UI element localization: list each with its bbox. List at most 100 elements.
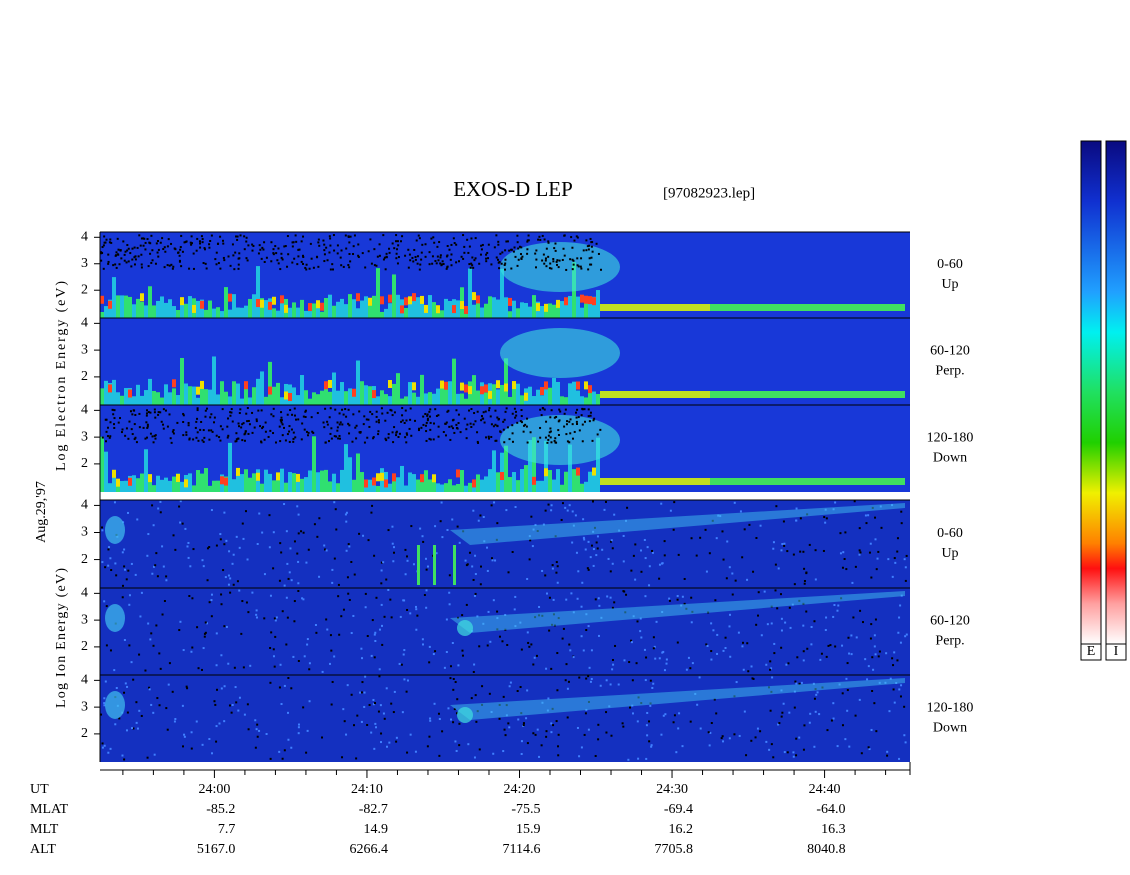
- texture: [113, 417, 116, 420]
- texture: [447, 409, 450, 412]
- texture: [664, 713, 667, 716]
- texture: [105, 418, 108, 421]
- texture: [544, 440, 548, 492]
- texture: [555, 260, 558, 263]
- ephemeris-value: 16.3: [821, 822, 846, 837]
- texture: [344, 513, 347, 516]
- texture: [324, 407, 327, 410]
- texture: [548, 387, 552, 405]
- texture: [904, 579, 907, 582]
- texture: [112, 413, 115, 416]
- pitch-angle: 120-180: [927, 701, 974, 716]
- texture: [237, 422, 240, 425]
- texture: [190, 235, 193, 238]
- texture: [404, 485, 408, 492]
- texture: [729, 613, 732, 616]
- texture: [841, 724, 844, 727]
- texture: [272, 253, 275, 256]
- texture: [228, 396, 232, 405]
- texture: [256, 472, 260, 481]
- texture: [113, 426, 116, 429]
- texture: [210, 615, 213, 618]
- texture: [148, 241, 151, 244]
- texture: [324, 298, 328, 318]
- texture: [212, 308, 216, 318]
- texture: [467, 251, 470, 254]
- texture: [262, 425, 265, 428]
- texture: [134, 573, 137, 576]
- texture: [332, 305, 336, 318]
- texture: [878, 650, 881, 653]
- texture: [101, 529, 104, 532]
- texture: [450, 425, 453, 428]
- texture: [778, 722, 781, 725]
- texture: [563, 425, 566, 428]
- texture: [858, 698, 861, 701]
- texture: [330, 437, 333, 440]
- texture: [409, 418, 412, 421]
- texture: [123, 259, 126, 262]
- texture: [424, 304, 428, 313]
- texture: [589, 680, 592, 683]
- texture: [120, 480, 124, 492]
- texture: [133, 423, 136, 426]
- texture: [520, 246, 523, 249]
- texture: [520, 469, 524, 492]
- texture: [588, 385, 592, 394]
- texture: [312, 303, 316, 318]
- texture: [362, 423, 365, 426]
- texture: [658, 577, 661, 580]
- texture: [508, 438, 511, 441]
- texture: [511, 412, 514, 415]
- texture: [845, 568, 848, 571]
- texture: [170, 242, 173, 245]
- texture: [297, 255, 300, 258]
- texture: [867, 665, 870, 668]
- texture: [759, 730, 762, 733]
- texture: [279, 268, 282, 271]
- texture: [223, 625, 226, 628]
- texture: [499, 431, 502, 434]
- texture: [184, 240, 187, 243]
- texture: [385, 256, 388, 259]
- texture: [505, 509, 508, 512]
- texture: [252, 473, 256, 492]
- texture: [668, 597, 671, 600]
- texture: [372, 477, 376, 486]
- texture: [531, 545, 534, 548]
- texture: [728, 625, 731, 628]
- texture: [372, 295, 376, 318]
- texture: [452, 358, 456, 405]
- texture: [336, 421, 339, 424]
- texture: [230, 408, 233, 411]
- texture: [517, 258, 520, 261]
- texture: [468, 245, 471, 248]
- texture: [237, 425, 240, 428]
- texture: [395, 430, 398, 433]
- texture: [187, 421, 190, 424]
- texture: [204, 309, 208, 318]
- texture: [130, 265, 133, 268]
- texture: [529, 539, 532, 542]
- texture: [722, 740, 725, 743]
- texture: [364, 266, 367, 269]
- texture: [442, 263, 445, 266]
- texture: [350, 693, 353, 696]
- texture: [894, 561, 897, 564]
- texture: [420, 474, 424, 492]
- texture: [287, 577, 290, 580]
- texture: [585, 249, 588, 252]
- texture: [544, 381, 548, 390]
- texture: [803, 582, 806, 585]
- texture: [419, 527, 422, 530]
- texture: [415, 608, 418, 611]
- texture: [554, 242, 557, 245]
- texture: [514, 410, 517, 413]
- texture: [658, 657, 661, 660]
- texture: [492, 384, 496, 405]
- texture: [866, 678, 869, 681]
- texture: [162, 248, 165, 251]
- texture: [392, 383, 396, 405]
- texture: [238, 257, 241, 260]
- texture: [731, 593, 734, 596]
